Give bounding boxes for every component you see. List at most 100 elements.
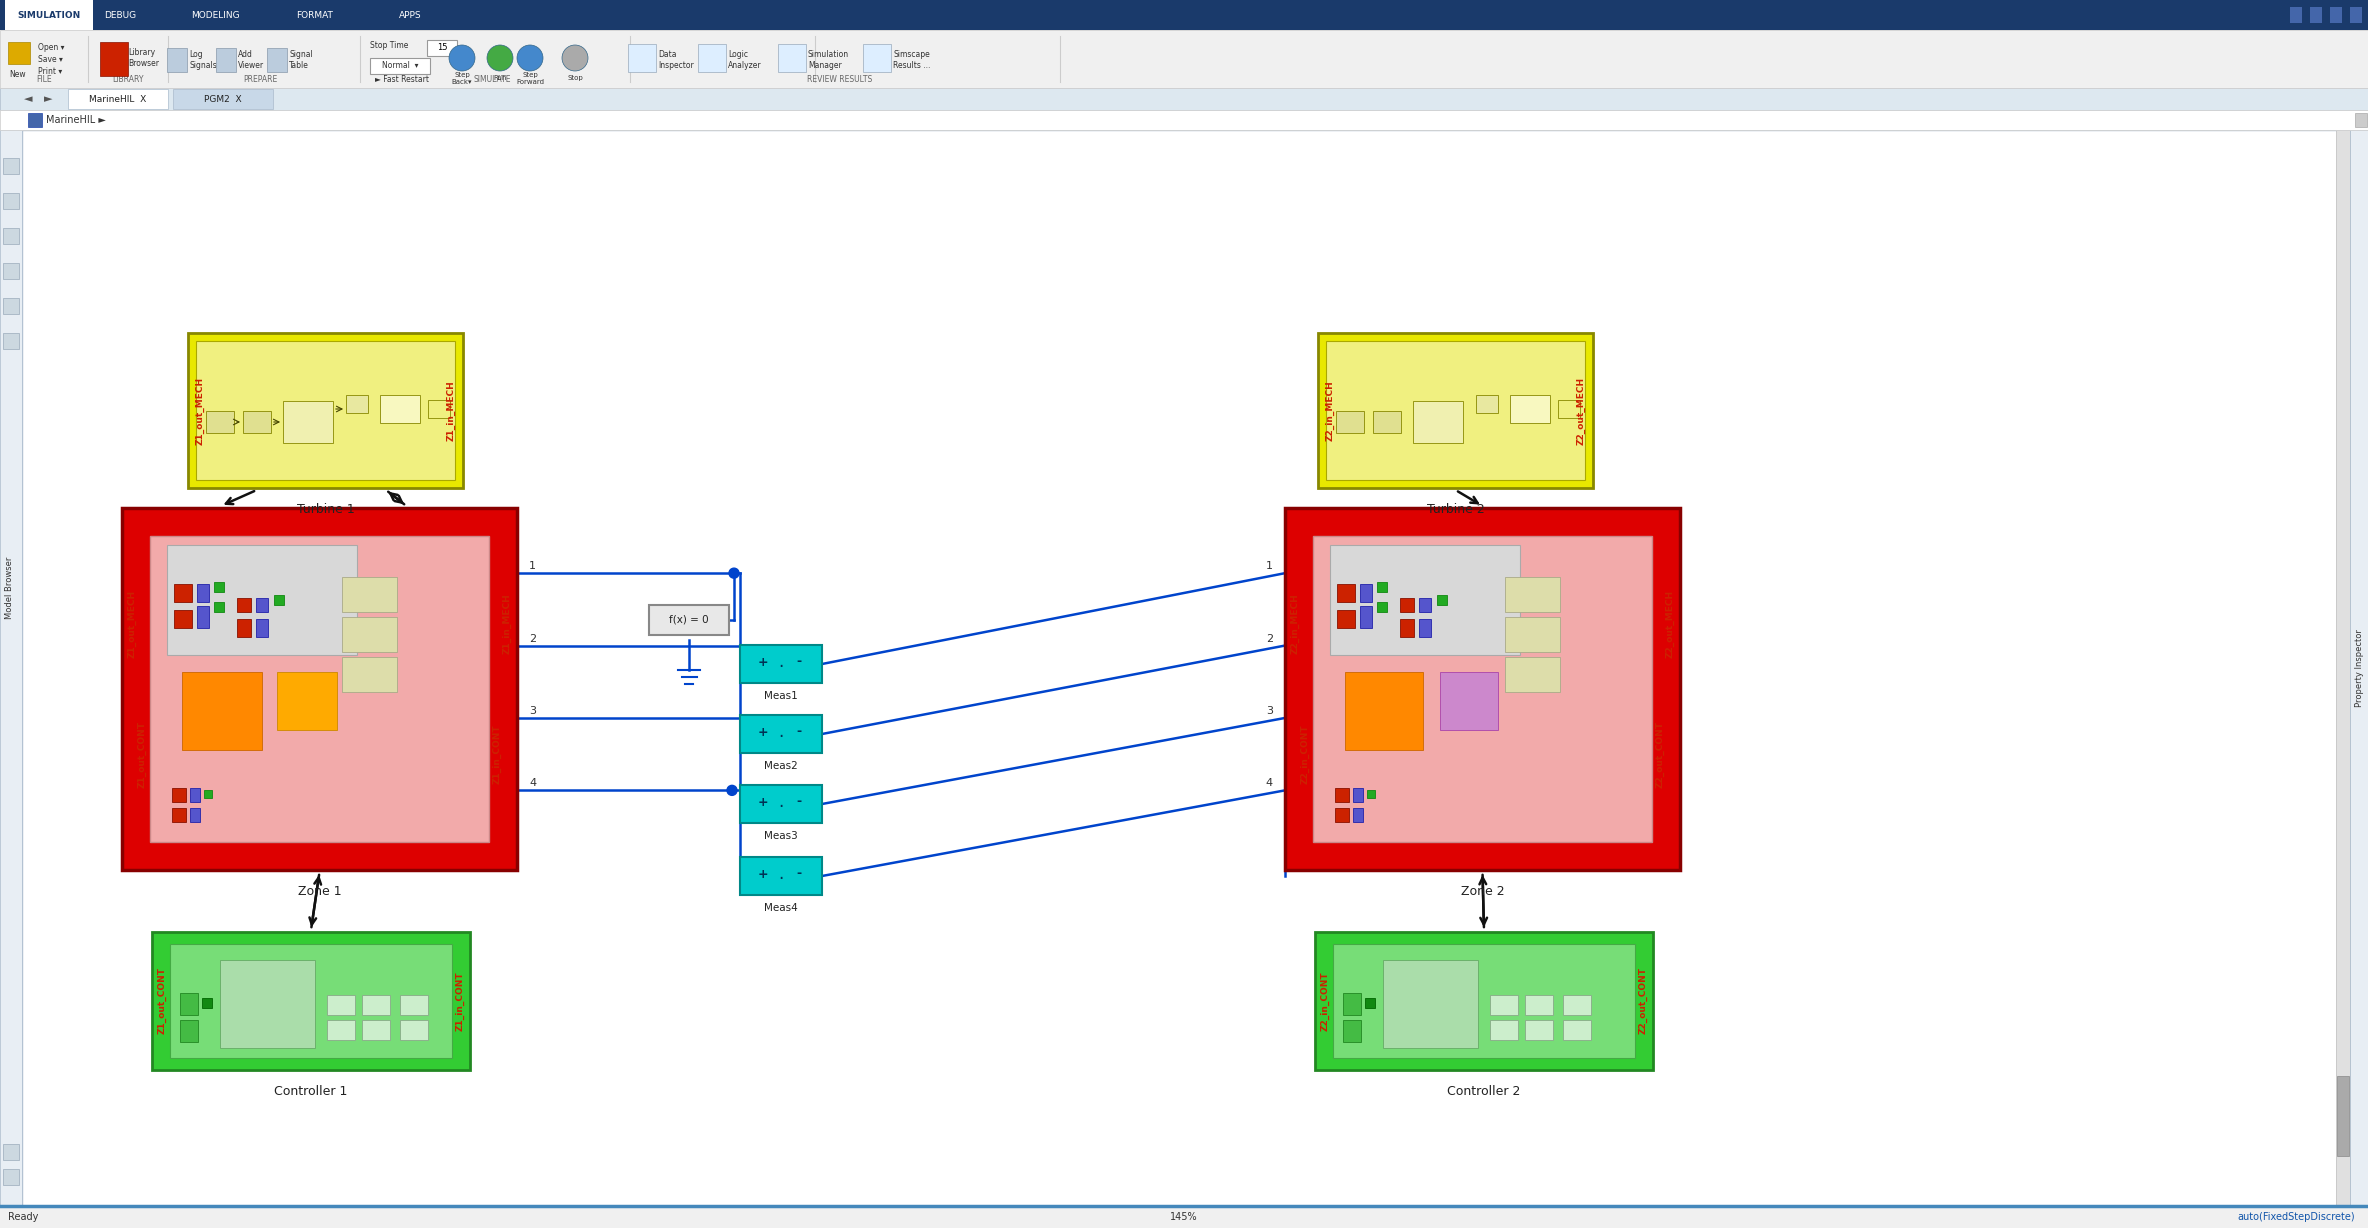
Text: FILE: FILE [36,75,52,84]
Text: -: - [796,656,803,668]
Text: Z1_in_MECH: Z1_in_MECH [502,593,511,655]
Text: Logic
Analyzer: Logic Analyzer [727,50,762,70]
Bar [28,113,43,126]
Bar [1314,932,1653,1070]
Text: ◄: ◄ [24,95,33,104]
Text: SIMULATION: SIMULATION [17,11,81,20]
Text: Normal  ▾: Normal ▾ [381,61,419,70]
Text: 1: 1 [1267,561,1274,571]
Bar [213,582,225,592]
Bar [2,228,19,244]
Bar [2,333,19,349]
Bar [2335,130,2349,1206]
Bar [173,585,192,602]
Circle shape [729,569,739,578]
Bar [237,598,251,612]
Bar [168,545,358,655]
Text: Z1_out_MECH: Z1_out_MECH [197,377,204,445]
Text: Print ▾: Print ▾ [38,68,62,76]
Bar [628,44,656,72]
Text: Simscape
Results ...: Simscape Results ... [893,50,931,70]
Text: -: - [796,796,803,808]
Bar [168,48,187,72]
Bar [0,88,2368,111]
Bar [1326,341,1584,480]
Bar [1437,596,1447,605]
Bar [182,672,263,750]
Text: 4: 4 [528,779,535,788]
Text: Z1_out_CONT: Z1_out_CONT [137,721,147,787]
Text: MarineHIL ►: MarineHIL ► [45,115,107,125]
Text: SIMULATE: SIMULATE [474,75,511,84]
Text: PGM2  X: PGM2 X [204,95,242,103]
Text: .: . [779,723,784,740]
Text: 2: 2 [1267,634,1274,643]
Bar [400,995,429,1016]
Bar [341,577,398,612]
Bar [341,616,398,652]
Text: .: . [779,793,784,810]
Bar [189,788,199,802]
Bar [1373,411,1402,433]
Bar [180,993,199,1016]
Text: Run: Run [493,75,507,81]
Bar [1343,993,1362,1016]
Text: ►: ► [43,95,52,104]
Bar [220,960,315,1047]
Text: 4: 4 [1267,779,1274,788]
Bar [1399,598,1414,612]
Bar [180,1020,199,1043]
Bar [1336,411,1364,433]
Bar [1383,960,1478,1047]
Text: Z2_out_CONT: Z2_out_CONT [1639,968,1648,1034]
Bar [149,535,490,842]
Text: Meas3: Meas3 [765,831,798,841]
Bar [739,857,822,895]
Bar [426,41,457,56]
Bar [1378,582,1388,592]
Text: Z2_in_MECH: Z2_in_MECH [1326,381,1336,441]
Text: -: - [796,867,803,880]
Bar [197,341,455,480]
Text: PREPARE: PREPARE [244,75,277,84]
Text: Ready: Ready [7,1212,38,1222]
Text: FORMAT: FORMAT [296,11,334,20]
Text: Z2_in_MECH: Z2_in_MECH [1291,593,1300,655]
Bar [1525,995,1553,1016]
Bar [99,42,128,76]
Text: Z1_in_CONT: Z1_in_CONT [493,725,502,783]
Bar [213,602,225,612]
Bar [2337,1076,2349,1156]
Bar [649,605,729,635]
Bar [173,610,192,628]
Text: +: + [758,726,767,738]
Bar [1506,657,1561,693]
Text: Controller 1: Controller 1 [275,1086,348,1098]
Bar [2,298,19,314]
Text: MODELING: MODELING [192,11,239,20]
Bar [275,596,284,605]
Bar [256,619,268,637]
Text: Z2_out_MECH: Z2_out_MECH [1665,589,1674,658]
Bar [2,1169,19,1185]
Bar [0,111,2368,130]
Bar [1352,788,1364,802]
Bar [1312,535,1653,842]
Text: +: + [758,656,767,668]
Text: Open ▾: Open ▾ [38,43,64,53]
Circle shape [516,45,542,71]
Bar [1511,395,1551,422]
Bar [268,48,287,72]
Bar [699,44,727,72]
Bar [1506,577,1561,612]
Bar [1338,610,1354,628]
Bar [206,411,234,433]
Bar [215,48,237,72]
Text: Model Browser: Model Browser [5,556,14,619]
Bar [362,995,391,1016]
Bar [256,598,268,612]
Text: New: New [9,70,26,79]
Text: LIBRARY: LIBRARY [111,75,144,84]
Bar [173,808,187,822]
Text: Step
Forward: Step Forward [516,71,545,85]
